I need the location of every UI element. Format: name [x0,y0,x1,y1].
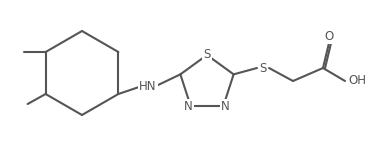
Text: N: N [184,100,193,113]
Text: S: S [203,49,211,61]
Text: N: N [221,100,230,113]
Text: O: O [325,30,334,44]
Text: HN: HN [139,80,157,92]
Text: OH: OH [348,75,366,87]
Text: S: S [259,61,267,75]
